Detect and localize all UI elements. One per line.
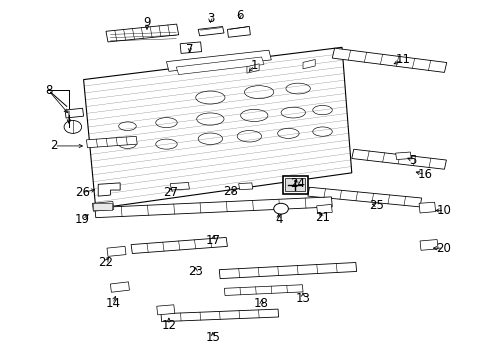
Polygon shape <box>131 238 227 253</box>
Text: 8: 8 <box>45 84 52 97</box>
Text: 9: 9 <box>143 16 150 29</box>
Polygon shape <box>107 246 126 256</box>
Text: 28: 28 <box>223 185 238 198</box>
Text: 2: 2 <box>50 139 58 152</box>
Text: 5: 5 <box>408 154 416 167</box>
Text: 15: 15 <box>205 331 220 344</box>
Text: 26: 26 <box>75 186 90 199</box>
Polygon shape <box>419 239 437 250</box>
Polygon shape <box>110 282 129 292</box>
Polygon shape <box>95 197 331 218</box>
Polygon shape <box>285 178 305 192</box>
Text: 1: 1 <box>250 59 258 72</box>
Polygon shape <box>246 64 259 73</box>
Polygon shape <box>395 152 410 159</box>
Text: 7: 7 <box>186 42 193 55</box>
Polygon shape <box>161 309 278 321</box>
Polygon shape <box>83 47 351 209</box>
Polygon shape <box>86 136 137 148</box>
Polygon shape <box>227 27 250 37</box>
Polygon shape <box>106 24 178 42</box>
Text: 19: 19 <box>75 213 90 226</box>
Text: 27: 27 <box>163 186 178 199</box>
Text: 18: 18 <box>254 297 268 310</box>
Text: 11: 11 <box>395 53 409 66</box>
Text: 16: 16 <box>417 168 431 181</box>
Polygon shape <box>238 183 252 190</box>
Text: 6: 6 <box>235 9 243 22</box>
Text: 10: 10 <box>436 204 451 217</box>
Polygon shape <box>176 57 264 75</box>
Polygon shape <box>170 183 189 190</box>
Text: 24: 24 <box>289 177 304 190</box>
Text: 25: 25 <box>368 199 383 212</box>
Polygon shape <box>166 50 271 71</box>
Text: 23: 23 <box>188 265 203 278</box>
Polygon shape <box>65 108 83 118</box>
Polygon shape <box>418 202 435 213</box>
Polygon shape <box>198 27 224 36</box>
Text: 20: 20 <box>435 242 450 255</box>
Bar <box>93 203 112 211</box>
Text: 12: 12 <box>161 319 176 332</box>
Polygon shape <box>224 285 303 296</box>
Polygon shape <box>307 187 421 207</box>
Text: 17: 17 <box>205 234 220 247</box>
Polygon shape <box>98 183 120 196</box>
Text: 22: 22 <box>98 256 113 269</box>
Polygon shape <box>331 48 446 72</box>
Text: 3: 3 <box>206 12 214 25</box>
Text: 13: 13 <box>295 292 310 305</box>
Polygon shape <box>180 42 201 53</box>
Polygon shape <box>92 202 114 211</box>
Text: 21: 21 <box>314 211 329 224</box>
Polygon shape <box>219 262 356 279</box>
Polygon shape <box>316 204 331 214</box>
Circle shape <box>273 203 288 214</box>
Text: 14: 14 <box>105 297 120 310</box>
Polygon shape <box>351 149 446 169</box>
Polygon shape <box>157 305 174 315</box>
Bar <box>282 176 307 194</box>
Text: 4: 4 <box>274 213 282 226</box>
Polygon shape <box>303 59 315 69</box>
